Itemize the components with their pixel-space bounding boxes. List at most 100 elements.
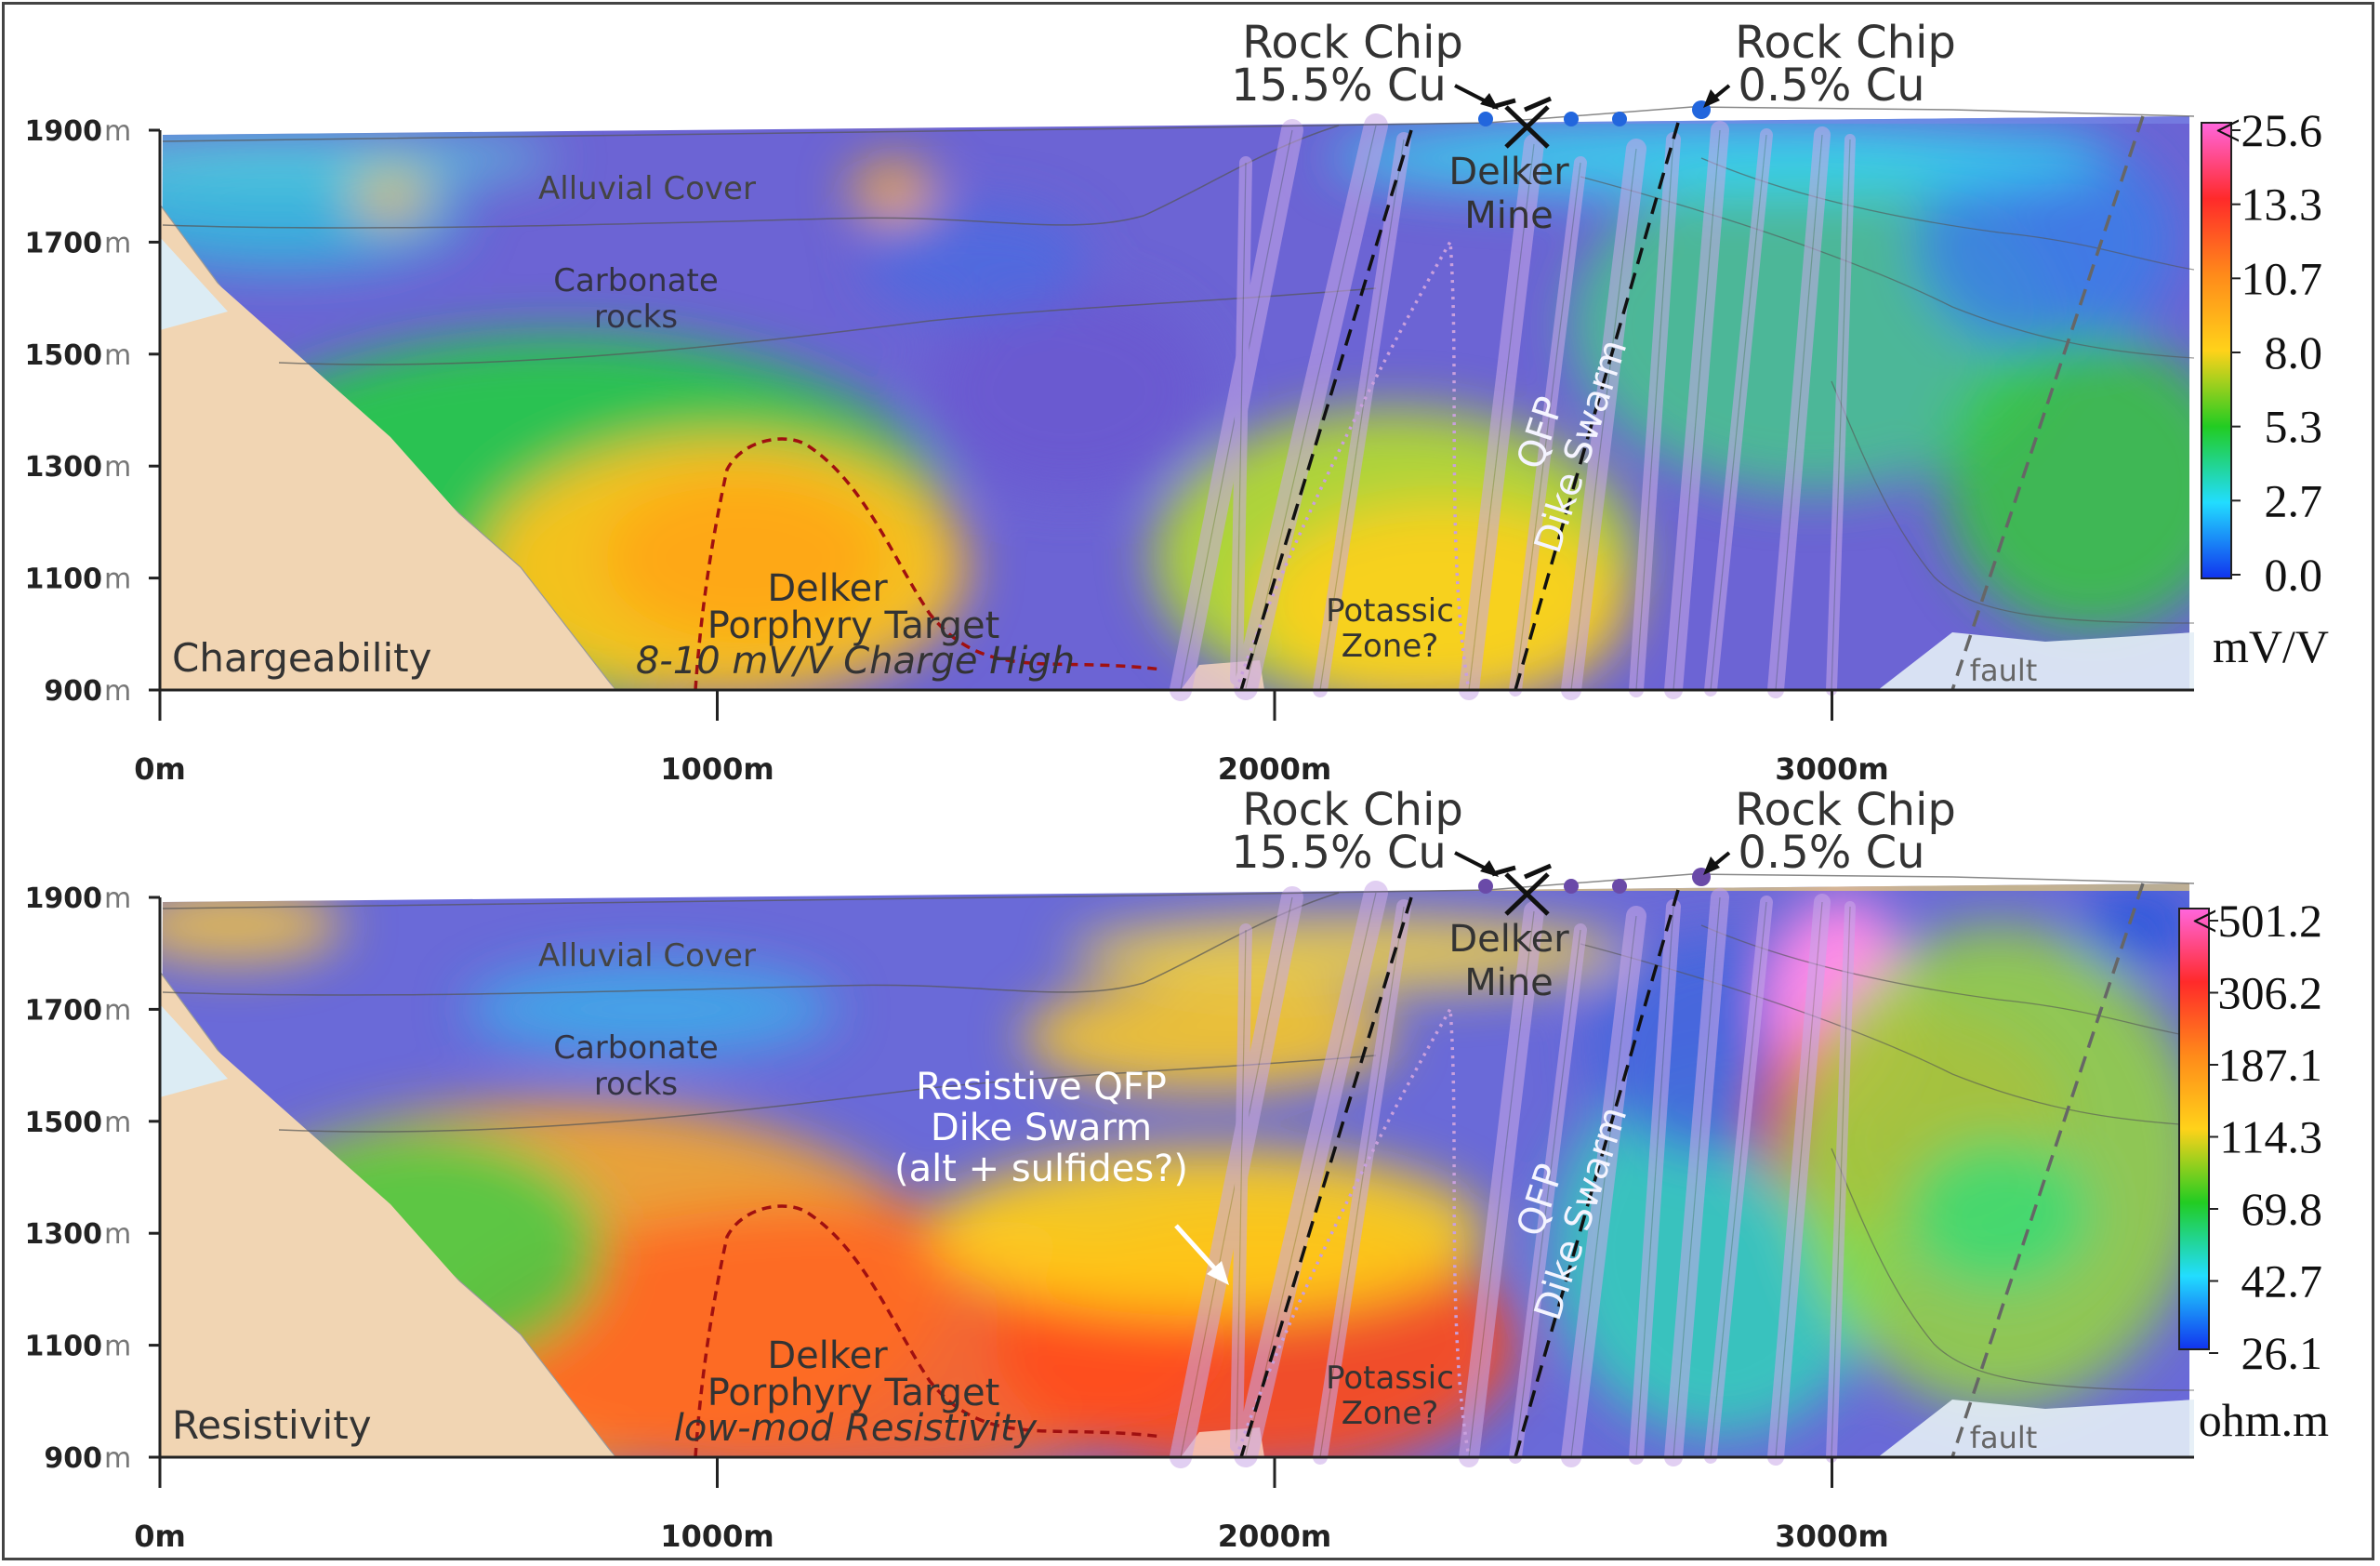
mine-label: Delker	[1448, 918, 1569, 961]
field-blob	[1906, 1139, 2092, 1288]
dike-11	[1826, 901, 1856, 1463]
x-tick-label: 0m	[134, 1519, 186, 1554]
dike-3	[1313, 899, 1411, 1465]
dike-edge-2	[1245, 892, 1377, 1456]
dike-edge-1	[1236, 929, 1247, 1447]
field-blob	[1915, 130, 2175, 353]
colorbar-label: 2.7	[2265, 474, 2323, 526]
y-tick-unit: m	[104, 675, 131, 708]
dike-edge-8	[1673, 896, 1721, 1458]
dike-edge-10	[1775, 901, 1823, 1458]
sample-dot-1	[1564, 879, 1579, 894]
target-label: Delker	[767, 1334, 888, 1377]
surface-line	[162, 873, 2195, 909]
dike-8	[1664, 888, 1729, 1466]
rock-chip-left-label: Rock Chip	[1242, 784, 1463, 836]
y-tick-unit: m	[104, 1331, 131, 1363]
carbonate-label: Carbonate	[553, 262, 719, 299]
field-blob	[604, 474, 883, 642]
dike-edge-8	[1673, 129, 1721, 691]
target-label-3: 8-10 mV/V Charge High	[636, 640, 1075, 683]
mine-cross-b	[1504, 872, 1550, 916]
colorbar-label: 26.1	[2241, 1327, 2323, 1379]
y-tick-label: 1300	[25, 451, 103, 484]
colorbar-label: 8.0	[2265, 326, 2323, 378]
fault-line-grey	[1950, 883, 2145, 1458]
colorbar-label: 42.7	[2241, 1255, 2323, 1307]
rock-chip-right-value: 0.5% Cu	[1738, 60, 1924, 112]
basement-wedge-fill	[160, 1000, 615, 1457]
target-label-3: low-mod Resistivity	[674, 1407, 1038, 1450]
basement-wedge-fill	[160, 232, 615, 690]
dike-edge-10	[1775, 134, 1823, 691]
dike-2	[1234, 881, 1388, 1467]
sample-dot-2	[1612, 112, 1627, 126]
y-tick-unit: m	[104, 994, 131, 1027]
colorbar-label: 5.3	[2265, 401, 2323, 453]
y-tick-label: 1100	[25, 1331, 103, 1363]
potassic-label: Potassic	[1326, 1360, 1454, 1397]
dike-2	[1234, 113, 1388, 700]
fault-line-1	[1514, 122, 1680, 691]
surface-line	[162, 106, 2195, 142]
resistive-label: Resistive QFP	[916, 1066, 1167, 1108]
y-tick-label: 1500	[25, 339, 103, 372]
dike-1	[1230, 156, 1252, 685]
dike-edge-4	[1468, 143, 1535, 691]
rock-chip-left-value: 15.5% Cu	[1231, 60, 1447, 112]
sample-dot-1	[1564, 112, 1579, 126]
colorbar-unit: ohm.m	[2199, 1394, 2329, 1446]
target-outline	[694, 1204, 1163, 1458]
resistive-label-3: (alt + sulfides?)	[894, 1148, 1188, 1190]
sample-dot-0	[1478, 879, 1493, 894]
mine-cross-b	[1504, 105, 1550, 149]
colorbar-label: 10.7	[2241, 252, 2323, 304]
carbonate-label-2: rocks	[594, 1066, 678, 1103]
alluvial-label: Alluvial Cover	[538, 937, 756, 975]
field-blob	[1943, 335, 2189, 632]
mine-tick-b	[1524, 863, 1552, 880]
dike-10	[1767, 894, 1831, 1466]
dike-1	[1230, 923, 1252, 1453]
x-tick-label: 1000m	[660, 1519, 774, 1554]
rock-chip-left-label: Rock Chip	[1242, 17, 1463, 69]
dike-edge-3	[1319, 139, 1405, 691]
y-tick-label: 1700	[25, 994, 103, 1027]
y-tick-label: 1500	[25, 1107, 103, 1139]
colorbar-label: 306.2	[2218, 967, 2323, 1019]
y-tick-unit: m	[104, 339, 131, 372]
y-tick-label: 1700	[25, 227, 103, 259]
target-label: Delker	[767, 567, 888, 610]
dike-4	[1459, 134, 1544, 700]
dike-5	[1509, 923, 1587, 1464]
panel-label: Chargeability	[172, 635, 431, 681]
y-tick-unit: m	[104, 451, 131, 484]
colorbar-label: <501.2	[2191, 895, 2322, 947]
fault-line-0	[1239, 896, 1413, 1458]
dike-edge-7	[1635, 139, 1674, 691]
dike-9	[1704, 128, 1773, 697]
carbonate-contact	[278, 287, 1377, 365]
colorbar	[2201, 122, 2232, 579]
dike-edge-1	[1236, 162, 1247, 680]
mine-tick-b	[1524, 96, 1552, 113]
dike-swarm	[1170, 113, 1856, 701]
basement-light-left	[160, 1004, 228, 1097]
alluvial-contact	[162, 125, 1340, 229]
dike-edge-9	[1710, 901, 1767, 1458]
x-tick-label: 3000m	[1775, 1519, 1888, 1554]
field-blob	[851, 163, 934, 219]
field-blob	[160, 130, 558, 186]
colorbar-label: 69.8	[2241, 1183, 2323, 1235]
dike-edge-11	[1831, 906, 1851, 1458]
dike-6	[1561, 906, 1646, 1467]
x-tick-label: 2000m	[1218, 1519, 1331, 1554]
dike-edge-3	[1319, 906, 1405, 1458]
y-tick-unit: m	[104, 1442, 131, 1475]
resistive-label-2: Dike Swarm	[931, 1107, 1152, 1149]
rock-chip-right-label: Rock Chip	[1735, 784, 1956, 836]
field-blob	[930, 288, 1209, 493]
dike-edge-9	[1710, 134, 1767, 691]
